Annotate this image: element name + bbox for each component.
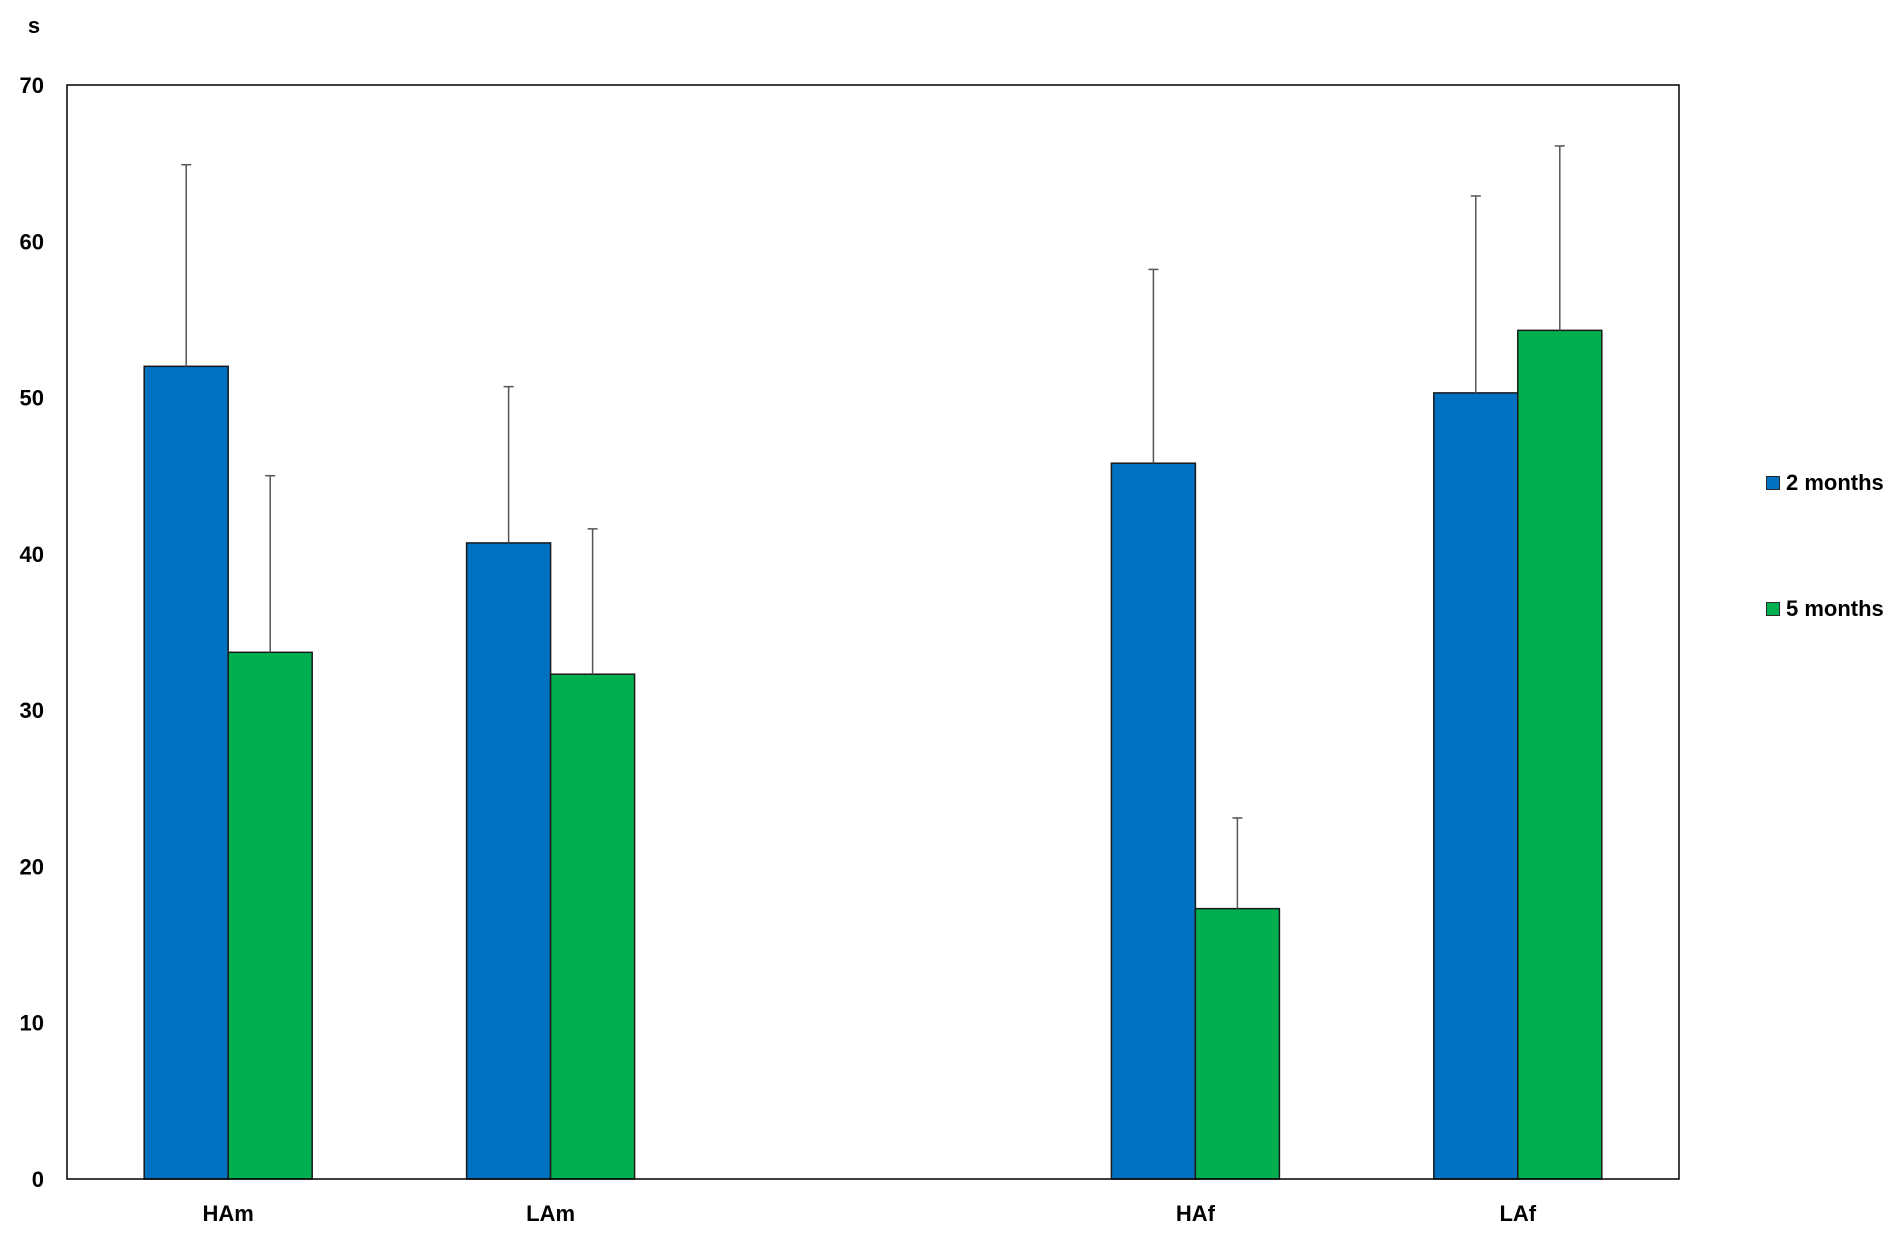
legend-label-2-months: 2 months [1786, 470, 1884, 495]
bar-5-months-HAm [227, 651, 313, 1180]
y-tick-label: 0 [32, 1167, 44, 1192]
y-tick-label: 10 [20, 1011, 44, 1036]
legend-item-2-months: 2 months [1766, 470, 1884, 496]
bar-2-months-HAm [143, 365, 229, 1180]
legend-swatch-2-months [1766, 476, 1780, 490]
x-tick-label: HAm [203, 1201, 254, 1226]
plot-frame [66, 84, 1680, 1180]
x-tick-label: LAm [526, 1201, 575, 1226]
bar-5-months-LAf [1517, 329, 1603, 1180]
y-tick-label: 70 [20, 73, 44, 98]
legend-item-5-months: 5 months [1766, 596, 1884, 622]
x-tick-label: HAf [1176, 1201, 1216, 1226]
y-tick-label: 50 [20, 386, 44, 411]
bar-5-months-HAf [1194, 907, 1281, 1180]
bar-2-months-LAm [465, 542, 552, 1180]
y-tick-label: 20 [20, 854, 44, 879]
bar-2-months-LAf [1433, 392, 1519, 1180]
bar-5-months-LAm [549, 673, 636, 1180]
y-tick-label: 60 [20, 229, 44, 254]
x-tick-label: LAf [1499, 1201, 1536, 1226]
y-axis-label: s [28, 13, 40, 38]
legend: 2 months 5 months [1766, 470, 1884, 622]
y-tick-label: 40 [20, 542, 44, 567]
legend-label-5-months: 5 months [1786, 596, 1884, 621]
legend-swatch-5-months [1766, 602, 1780, 616]
bar-2-months-HAf [1110, 462, 1197, 1180]
y-tick-label: 30 [20, 698, 44, 723]
